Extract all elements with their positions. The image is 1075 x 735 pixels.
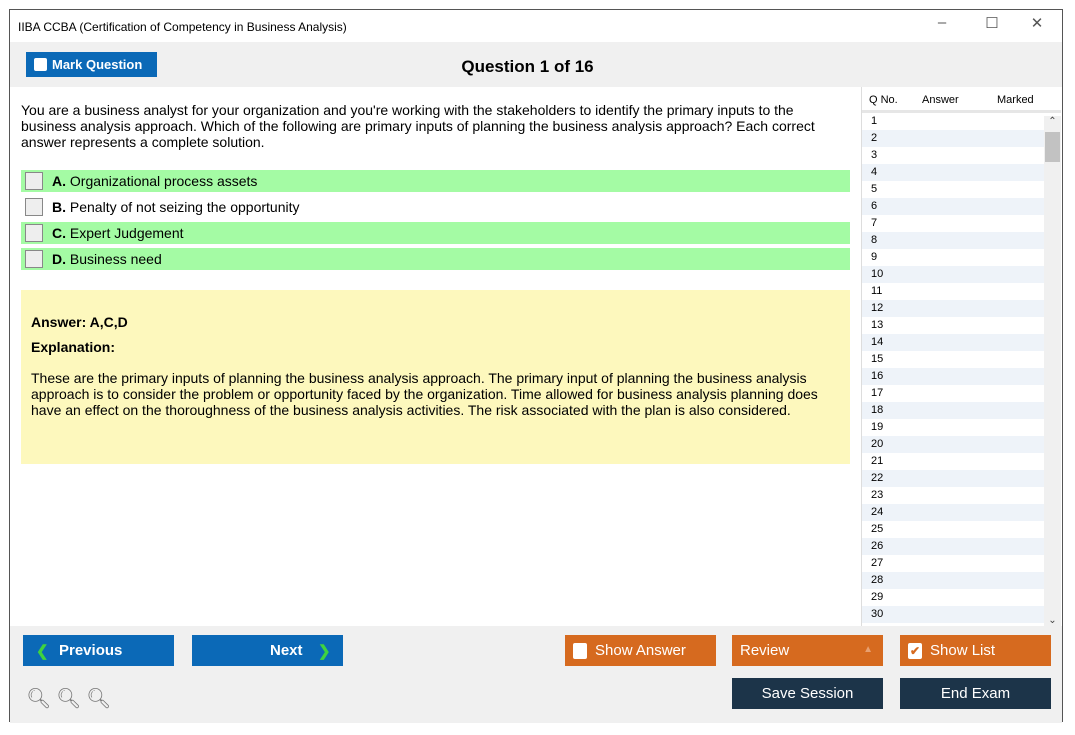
list-row[interactable]: 18 [862,402,1044,419]
previous-button[interactable]: ❮ Previous [23,635,174,666]
list-row[interactable]: 16 [862,368,1044,385]
triangle-up-icon: ▲ [863,644,873,655]
question-list: Q No. Answer Marked 1 2 3 4 5 6 7 8 9 10 11 12 13 14 1… [861,87,1061,626]
list-row[interactable]: 3 [871,149,878,161]
app-window: IIBA CCBA (Certification of Competency i… [9,9,1063,723]
list-row[interactable]: 2 [862,130,1044,147]
review-label: Review [740,642,790,659]
mark-label: Mark Question [52,57,143,72]
option-text: Organizational process assets [69,173,258,189]
list-row[interactable]: 1 [871,115,878,127]
show-answer-button[interactable]: Show Answer [565,635,716,666]
chevron-right-icon: ❯ [318,643,331,660]
list-row[interactable]: 6 [862,198,1044,215]
list-row[interactable]: 14 [862,334,1044,351]
header-marked: Marked [997,94,1034,106]
list-row[interactable]: 29 [871,591,884,603]
show-list-label: Show List [930,642,996,659]
next-button[interactable]: Next ❯ [192,635,343,666]
list-row[interactable]: 22 [862,470,1044,487]
scrollbar[interactable]: ⌃ ⌄ [1044,116,1061,626]
header-qno: Q No. [869,94,898,106]
list-row[interactable]: 24 [862,504,1044,521]
close-button[interactable]: ✕ [1030,15,1044,32]
explanation-text: These are the primary inputs of planning… [31,370,818,418]
scroll-up-icon[interactable]: ⌃ [1048,116,1057,127]
answer-panel: Answer: A,C,D Explanation: These are the… [21,290,850,464]
list-row[interactable]: 5 [871,183,878,195]
option-letter: B. [52,199,66,215]
review-dropdown[interactable]: Review ▲ [732,635,883,666]
maximize-button[interactable]: ☐ [985,15,999,32]
checkbox-icon [34,58,47,71]
list-row[interactable]: 4 [862,164,1044,181]
list-row[interactable]: 26 [862,538,1044,555]
list-row[interactable]: 11 [871,285,883,297]
scroll-down-icon[interactable]: ⌄ [1048,615,1057,626]
title-bar: IIBA CCBA (Certification of Competency i… [10,10,1062,42]
checkbox-icon [573,643,587,659]
minimize-button[interactable]: – [937,14,947,31]
explanation-label: Explanation: [31,339,116,355]
option-text: Expert Judgement [69,225,184,241]
previous-label: Previous [59,642,123,659]
list-row[interactable]: 7 [871,217,878,229]
list-row[interactable]: 30 [862,606,1044,623]
header-answer: Answer [922,94,959,106]
list-row[interactable]: 8 [862,232,1044,249]
list-row[interactable]: 23 [871,489,884,501]
option-letter: A. [52,173,66,189]
zoom-out-icon[interactable]: 🔍︎ [86,688,112,710]
list-row[interactable]: 27 [871,557,884,569]
zoom-reset-icon[interactable]: 🔍︎ [56,688,82,710]
option-checkbox[interactable] [25,224,43,242]
option-text: Penalty of not seizing the opportunity [69,199,300,215]
scroll-thumb[interactable] [1045,132,1060,162]
list-row[interactable]: 20 [862,436,1044,453]
option-c[interactable]: C. Expert Judgement [21,222,850,244]
show-list-button[interactable]: ✔ Show List [900,635,1051,666]
mark-question-button[interactable]: Mark Question [26,52,157,77]
list-header: Q No. Answer Marked [862,87,1061,113]
option-b[interactable]: B. Penalty of not seizing the opportunit… [21,196,850,218]
end-exam-button[interactable]: End Exam [900,678,1051,709]
option-letter: C. [52,225,66,241]
zoom-in-icon[interactable]: 🔍︎ [26,688,52,710]
bottom-bar: ❮ Previous Next ❯ Show Answer Review ▲ ✔ Sho… [10,626,1062,723]
checked-icon: ✔ [908,643,922,659]
option-checkbox[interactable] [25,198,43,216]
save-session-button[interactable]: Save Session [732,678,883,709]
toolbar: Question 1 of 16 Mark Question [10,42,1062,87]
list-row[interactable]: 13 [871,319,884,331]
list-row[interactable]: 17 [871,387,884,399]
list-row[interactable]: 9 [871,251,878,263]
list-row[interactable]: 25 [871,523,884,535]
list-row[interactable]: 19 [871,421,884,433]
list-row[interactable]: 10 [862,266,1044,283]
option-letter: D. [52,251,66,267]
option-text: Business need [69,251,162,267]
answer-label: Answer: A,C,D [31,314,128,330]
list-row[interactable]: 12 [862,300,1044,317]
option-a[interactable]: A. Organizational process assets [21,170,850,192]
list-row[interactable]: 21 [871,455,884,467]
next-label: Next [270,642,303,659]
option-checkbox[interactable] [25,250,43,268]
question-title: Question 1 of 16 [461,57,594,76]
option-d[interactable]: D. Business need [21,248,850,270]
list-row[interactable]: 15 [871,353,884,365]
show-answer-label: Show Answer [595,642,686,659]
option-checkbox[interactable] [25,172,43,190]
window-title: IIBA CCBA (Certification of Competency i… [18,20,347,34]
question-text: You are a business analyst for your orga… [21,102,815,150]
chevron-left-icon: ❮ [36,643,49,660]
list-row[interactable]: 28 [862,572,1044,589]
